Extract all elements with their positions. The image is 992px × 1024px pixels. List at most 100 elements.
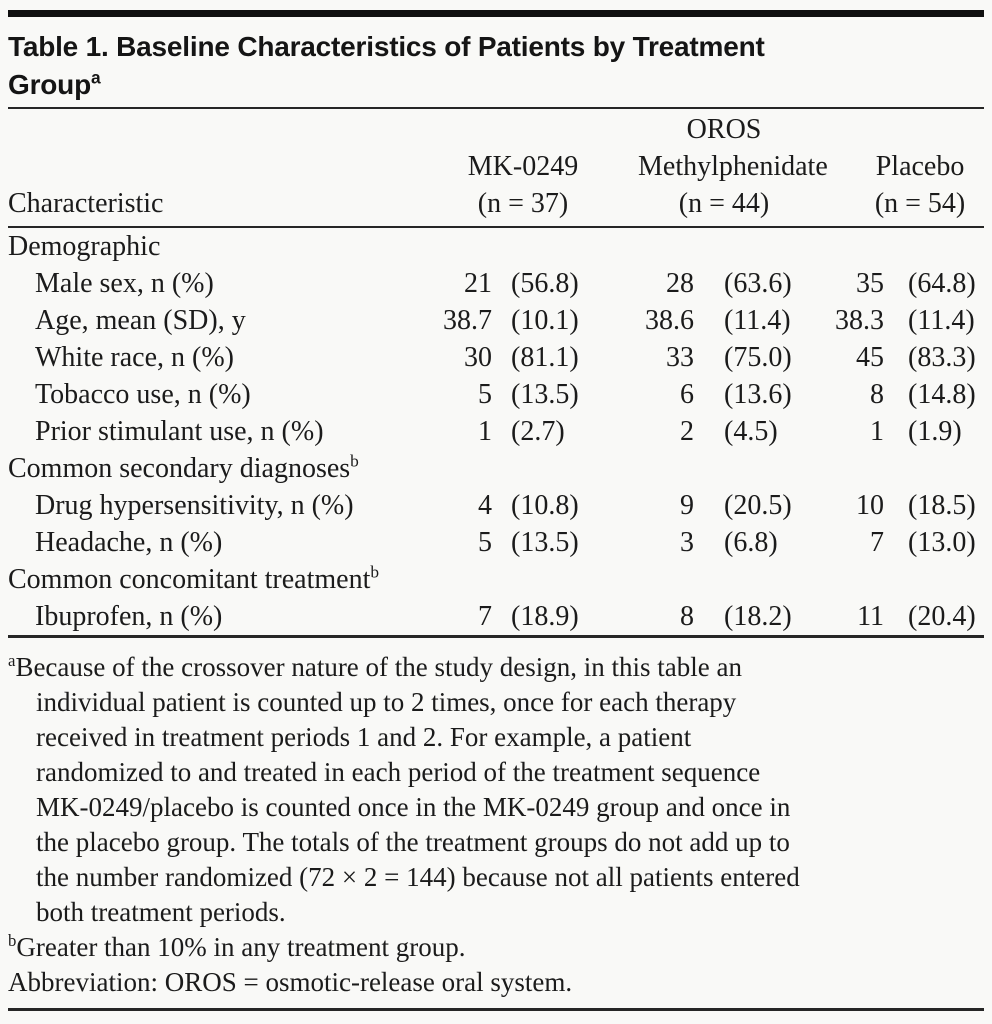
footnote-a-line: both treatment periods. — [36, 897, 286, 927]
column-header-characteristic: Characteristic — [8, 109, 400, 228]
table-row-male-sex: Male sex, n (%) 21 (56.8) 28 (63.6) 35 (… — [8, 265, 984, 302]
value-pct-mk0249: (2.7) — [511, 416, 565, 447]
value-pct-mk0249: (10.1) — [511, 305, 579, 336]
footnote-a-line: the placebo group. The totals of the tre… — [36, 827, 790, 857]
value-pct-oros: (11.4) — [724, 305, 791, 336]
footnote-b: bGreater than 10% in any treatment group… — [8, 930, 984, 965]
section-footnote-marker: b — [370, 562, 380, 582]
value-pct-placebo: (83.3) — [908, 342, 976, 373]
title-footnote-marker: a — [91, 67, 101, 88]
footnote-b-marker: b — [8, 931, 17, 950]
value-pct-placebo: (64.8) — [908, 268, 976, 299]
value-n-mk0249: 7 — [478, 601, 492, 632]
table-title: Table 1. Baseline Characteristics of Pat… — [8, 28, 984, 104]
value-pct-oros: (20.5) — [724, 490, 792, 521]
value-pct-oros: (18.2) — [724, 601, 792, 632]
value-n-mk0249: 21 — [464, 268, 492, 299]
footnote-a-line: received in treatment periods 1 and 2. F… — [36, 722, 692, 752]
row-label: Tobacco use, n (%) — [35, 379, 251, 410]
value-pct-placebo: (14.8) — [908, 379, 976, 410]
section-label: Common secondary diagnosesb — [8, 450, 984, 487]
table-row-ibuprofen: Ibuprofen, n (%) 7 (18.9) 8 (18.2) 11 (2… — [8, 598, 984, 637]
section-label: Demographic — [8, 227, 984, 265]
value-n-mk0249: 5 — [478, 379, 492, 410]
column-header-oros-methylphenidate: OROS Methylphenidate (n = 44) — [600, 109, 828, 228]
header-row: Characteristic MK-0249 (n = 37) OROS Met… — [8, 109, 985, 228]
section-label-text: Common secondary diagnoses — [8, 453, 351, 484]
footnote-a-line: MK-0249/placebo is counted once in the M… — [36, 792, 791, 822]
row-label: Headache, n (%) — [35, 527, 223, 558]
footnotes: aBecause of the crossover nature of the … — [8, 650, 984, 1000]
value-pct-oros: (63.6) — [724, 268, 792, 299]
value-n-placebo: 45 — [856, 342, 885, 373]
footnote-a-line: the number randomized (72 × 2 = 144) bec… — [36, 862, 800, 892]
footnote-a-marker: a — [8, 651, 16, 670]
footnote-text: Greater than 10% in any treatment group. — [16, 932, 466, 962]
section-row-demographic: Demographic — [8, 227, 984, 265]
value-pct-placebo: (1.9) — [908, 416, 962, 447]
value-n-placebo: 11 — [857, 601, 885, 632]
group-name: Methylphenidate — [638, 151, 828, 182]
footnote-a-line: aBecause of the crossover nature of the … — [8, 650, 984, 685]
value-n-oros: 28 — [666, 268, 695, 299]
value-n-placebo: 35 — [856, 268, 885, 299]
section-footnote-marker: b — [350, 451, 359, 471]
bottom-rule — [8, 1008, 984, 1011]
section-label-text: Demographic — [8, 231, 161, 262]
group-name: MK-0249 — [467, 151, 579, 182]
section-row-concomitant-treatment: Common concomitant treatmentb — [8, 561, 984, 598]
title-divider — [8, 107, 984, 109]
table-row-headache: Headache, n (%) 5 (13.5) 3 (6.8) 7 (13.0… — [8, 524, 984, 561]
value-n-oros: 38.6 — [645, 305, 695, 336]
value-pct-oros: (6.8) — [724, 527, 778, 558]
value-pct-placebo: (18.5) — [908, 490, 976, 521]
value-pct-placebo: (11.4) — [908, 305, 975, 336]
value-pct-mk0249: (81.1) — [511, 342, 579, 373]
group-n: (n = 54) — [874, 188, 966, 219]
section-row-secondary-diagnoses: Common secondary diagnosesb — [8, 450, 984, 487]
value-n-oros: 8 — [680, 601, 695, 632]
value-n-oros: 6 — [680, 379, 695, 410]
table-row-white-race: White race, n (%) 30 (81.1) 33 (75.0) 45… — [8, 339, 984, 376]
value-n-mk0249: 5 — [478, 527, 492, 558]
value-n-placebo: 7 — [870, 527, 885, 558]
table-title-line2: Group — [8, 69, 91, 100]
value-pct-placebo: (20.4) — [908, 601, 976, 632]
value-n-oros: 3 — [680, 527, 695, 558]
section-label: Common concomitant treatmentb — [8, 561, 984, 598]
value-pct-mk0249: (56.8) — [511, 268, 579, 299]
row-label: Male sex, n (%) — [35, 268, 214, 299]
row-label: Ibuprofen, n (%) — [35, 601, 223, 632]
row-label: Drug hypersensitivity, n (%) — [35, 490, 354, 521]
table-title-line1: Table 1. Baseline Characteristics of Pat… — [8, 31, 765, 62]
value-pct-mk0249: (18.9) — [511, 601, 579, 632]
value-n-mk0249: 1 — [478, 416, 492, 447]
table-row-prior-stimulant-use: Prior stimulant use, n (%) 1 (2.7) 2 (4.… — [8, 413, 984, 450]
footnote-text: Because of the crossover nature of the s… — [15, 652, 742, 682]
group-name: OROS — [686, 114, 762, 145]
value-n-placebo: 8 — [870, 379, 885, 410]
value-pct-oros: (4.5) — [724, 416, 778, 447]
value-n-placebo: 1 — [870, 416, 885, 447]
row-label: Age, mean (SD), y — [35, 305, 246, 336]
column-header-mk0249: MK-0249 (n = 37) — [400, 109, 601, 228]
value-n-mk0249: 30 — [464, 342, 492, 373]
column-header-placebo: Placebo (n = 54) — [810, 109, 985, 228]
row-label: White race, n (%) — [35, 342, 234, 373]
footnote-a-line: randomized to and treated in each period… — [36, 757, 761, 787]
table-row-tobacco-use: Tobacco use, n (%) 5 (13.5) 6 (13.6) 8 (… — [8, 376, 984, 413]
value-pct-oros: (75.0) — [724, 342, 792, 373]
value-n-placebo: 10 — [856, 490, 885, 521]
value-pct-mk0249: (13.5) — [511, 527, 579, 558]
value-pct-oros: (13.6) — [724, 379, 792, 410]
baseline-characteristics-table: Characteristic MK-0249 (n = 37) OROS Met… — [8, 109, 985, 638]
footnote-a-line: individual patient is counted up to 2 ti… — [36, 687, 737, 717]
group-n: (n = 37) — [477, 188, 569, 219]
value-n-mk0249: 38.7 — [443, 305, 492, 336]
table-row-age: Age, mean (SD), y 38.7 (10.1) 38.6 (11.4… — [8, 302, 984, 339]
value-n-oros: 2 — [680, 416, 695, 447]
section-label-text: Common concomitant treatment — [8, 564, 371, 595]
value-n-placebo: 38.3 — [835, 305, 885, 336]
group-name: Placebo — [875, 151, 965, 182]
